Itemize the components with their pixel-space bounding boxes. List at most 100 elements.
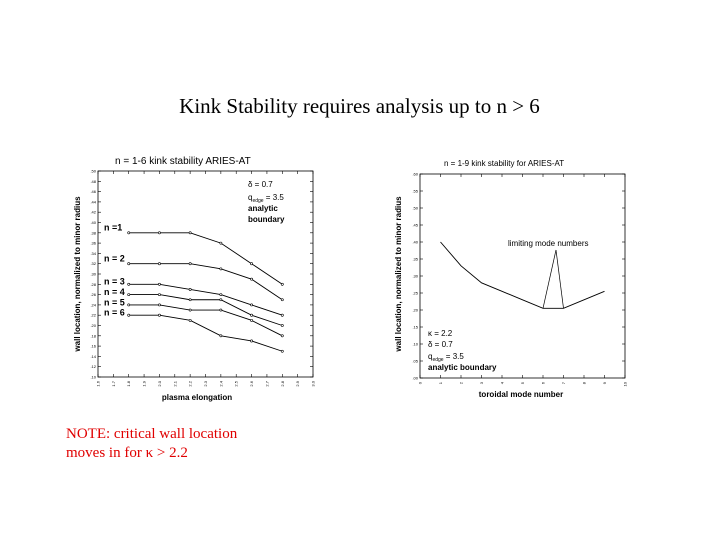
annotation-pointer-line	[555, 249, 564, 309]
left-y-tick-label: .10	[90, 375, 96, 380]
right-x-tick-label: 2	[459, 381, 464, 384]
left-y-tick-label: .38	[90, 230, 96, 235]
left-y-tick-label: .20	[90, 323, 96, 328]
left-y-tick-label: .42	[90, 210, 96, 215]
left-series-point	[127, 262, 131, 266]
left-series-point	[158, 262, 161, 266]
left-series-label: n = 6	[104, 308, 125, 318]
left-x-tick-label: 2.7	[264, 380, 269, 386]
left-annotation-qedge: qedge = 3.5	[248, 193, 284, 204]
left-x-tick-label: 2.6	[249, 380, 254, 386]
left-series-point	[250, 277, 253, 281]
left-y-tick-label: .24	[90, 302, 96, 307]
right-y-tick-label: .20	[412, 308, 418, 313]
note-text: NOTE: critical wall location moves in fo…	[66, 425, 237, 463]
right-x-tick-label: 7	[561, 381, 566, 384]
right-x-tick-label: 0	[418, 381, 423, 384]
left-x-tick-label: 2.0	[157, 380, 162, 386]
left-series-point	[158, 293, 161, 297]
left-series-point	[280, 334, 284, 338]
right-y-tick-label: .55	[412, 189, 418, 194]
left-series-point	[127, 282, 131, 286]
left-series-point	[188, 231, 192, 235]
left-series-point	[158, 282, 161, 286]
left-x-tick-label: 3.0	[311, 380, 316, 386]
left-y-tick-label: .34	[90, 251, 96, 256]
right-y-tick-label: .45	[412, 223, 418, 228]
note-line-2: moves in for κ > 2.2	[66, 445, 188, 461]
left-series-point	[219, 293, 223, 297]
left-annotation-analytic: analytic	[248, 204, 278, 213]
left-series-point	[127, 231, 131, 235]
left-y-tick-label: .14	[90, 354, 96, 359]
left-series-line	[128, 304, 283, 337]
left-x-tick-label: 1.9	[142, 380, 147, 386]
left-x-tick-label: 2.8	[280, 380, 285, 386]
left-series-point	[250, 303, 253, 307]
left-series-point	[280, 324, 284, 327]
left-series-point	[127, 293, 131, 297]
left-chart-title: n = 1-6 kink stability ARIES-AT	[115, 156, 251, 167]
right-y-tick-label: .35	[412, 257, 418, 262]
left-series-line	[128, 314, 283, 352]
left-y-tick-label: .30	[90, 272, 96, 277]
left-series-label: n = 3	[104, 277, 125, 287]
left-series-line	[128, 283, 283, 316]
left-series-line	[128, 294, 283, 326]
left-y-tick-label: .28	[90, 282, 96, 287]
left-y-tick-label: .18	[90, 333, 96, 338]
right-x-tick-label: 1	[438, 381, 443, 384]
left-x-tick-label: 2.3	[203, 380, 208, 386]
left-series-point	[280, 298, 284, 302]
left-series-point	[280, 349, 284, 353]
left-series-point	[219, 267, 223, 271]
left-series-label: n = 4	[104, 287, 125, 297]
right-annotation-limiting: limiting mode numbers	[508, 239, 588, 248]
left-x-tick-label: 2.2	[188, 380, 193, 386]
right-param-analytic: analytic boundary	[428, 363, 497, 372]
left-series-point	[188, 318, 192, 322]
right-x-axis-label: toroidal mode number	[479, 390, 563, 399]
left-series-point	[188, 308, 192, 312]
left-series-point	[158, 231, 161, 235]
left-x-tick-label: 2.9	[295, 380, 300, 386]
left-series-label: n = 5	[104, 297, 125, 307]
right-x-tick-label: 4	[500, 381, 505, 384]
right-x-tick-label: 8	[582, 381, 587, 384]
right-x-tick-label: 6	[541, 381, 546, 384]
left-series-point	[280, 282, 284, 286]
left-series-line	[128, 263, 283, 301]
left-series-point	[219, 308, 223, 312]
left-y-tick-label: .26	[90, 292, 96, 297]
left-y-tick-label: .36	[90, 241, 96, 246]
right-x-tick-label: 10	[623, 381, 628, 386]
right-y-tick-label: .10	[412, 342, 418, 347]
right-y-tick-label: .15	[412, 325, 418, 330]
left-series-point	[188, 288, 192, 291]
left-series-point	[158, 303, 161, 307]
left-series-point	[219, 298, 223, 302]
right-param-qedge: qedge = 3.5	[428, 352, 464, 363]
right-y-tick-label: .25	[412, 291, 418, 296]
left-x-tick-label: 2.5	[234, 380, 239, 386]
left-x-tick-label: 2.4	[218, 380, 223, 386]
right-y-tick-label: .30	[412, 274, 418, 279]
left-series-point	[280, 313, 284, 317]
left-series-point	[188, 262, 192, 266]
right-series-line	[440, 241, 605, 309]
left-series-point	[127, 303, 131, 307]
left-series-point	[250, 339, 253, 343]
left-series-point	[158, 313, 161, 317]
right-x-tick-label: 5	[520, 381, 525, 384]
right-y-tick-label: .00	[412, 376, 418, 381]
left-series-line	[128, 232, 283, 285]
right-x-tick-label: 3	[479, 381, 484, 384]
left-series-point	[250, 262, 253, 266]
left-y-tick-label: .46	[90, 189, 96, 194]
slide-title: Kink Stability requires analysis up to n…	[179, 94, 540, 118]
right-x-tick-label: 9	[602, 381, 607, 384]
right-y-tick-label: .05	[412, 359, 418, 364]
left-x-axis-label: plasma elongation	[162, 393, 232, 402]
right-param-delta: δ = 0.7	[428, 340, 453, 349]
